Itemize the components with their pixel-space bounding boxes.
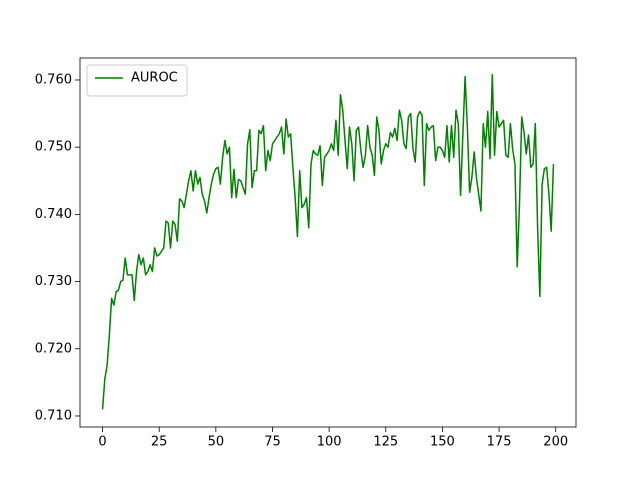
x-tick-label: 175 xyxy=(487,435,512,450)
y-tick-label: 0.760 xyxy=(35,72,72,87)
y-tick-label: 0.720 xyxy=(35,341,72,356)
x-tick-label: 75 xyxy=(264,435,281,450)
x-tick-label: 200 xyxy=(543,435,568,450)
x-tick-label: 150 xyxy=(430,435,455,450)
legend-box xyxy=(86,64,188,97)
x-tick-label: 0 xyxy=(98,435,106,450)
x-tick-label: 125 xyxy=(373,435,398,450)
y-tick-label: 0.710 xyxy=(35,408,72,423)
y-tick-label: 0.740 xyxy=(35,207,72,222)
y-tick-label: 0.730 xyxy=(35,274,72,289)
x-tick-label: 25 xyxy=(151,435,168,450)
axes-frame xyxy=(79,57,577,428)
data-line xyxy=(101,73,555,410)
x-tick-label: 50 xyxy=(208,435,225,450)
y-tick-label: 0.750 xyxy=(35,140,72,155)
legend-label: AUROC xyxy=(131,71,178,86)
x-tick-label: 100 xyxy=(317,435,342,450)
